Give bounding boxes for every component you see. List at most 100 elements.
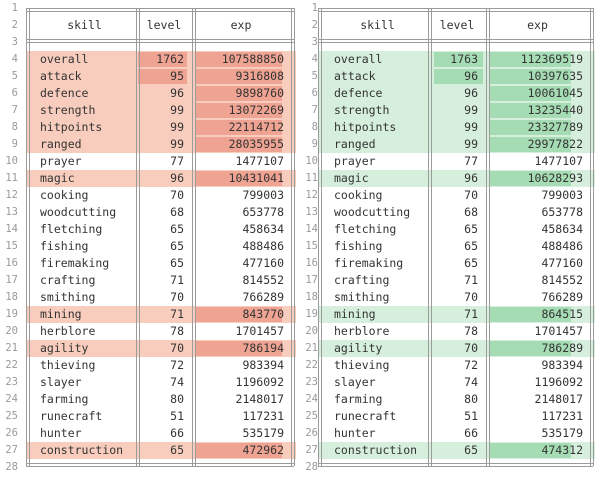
table-border — [139, 8, 140, 466]
line-number: 11 — [5, 172, 18, 184]
line-number: 2 — [311, 19, 318, 31]
skill-name: farming — [40, 392, 89, 406]
skill-exp: 766289 — [242, 290, 284, 304]
skill-name: mining — [40, 307, 82, 321]
table-border — [593, 8, 594, 466]
skill-exp: 22114712 — [228, 120, 284, 134]
editor-line: 16 firemaking 65 477160 — [0, 255, 296, 272]
line-number: 19 — [305, 308, 318, 320]
editor-line: 10 prayer 77 1477107 — [300, 153, 595, 170]
line-number: 22 — [5, 359, 18, 371]
skill-name: fishing — [334, 239, 383, 253]
skill-level: 65 — [170, 256, 184, 270]
line-number: 20 — [5, 325, 18, 337]
skill-level: 74 — [464, 375, 478, 389]
line-number: 9 — [311, 138, 318, 150]
line-number: 24 — [5, 393, 18, 405]
skill-level: 66 — [464, 426, 478, 440]
skill-level: 71 — [170, 273, 184, 287]
skill-exp: 1196092 — [534, 375, 583, 389]
changed-exp-highlight — [196, 86, 282, 101]
skill-level: 65 — [464, 443, 478, 457]
line-number: 21 — [305, 342, 318, 354]
skill-name: cooking — [40, 188, 89, 202]
editor-line: 27 construction 65 474312 — [300, 442, 595, 459]
line-number: 4 — [311, 53, 318, 65]
skill-level: 70 — [170, 341, 184, 355]
line-number: 28 — [5, 461, 18, 473]
skill-name: cooking — [334, 188, 383, 202]
editor-line: 5 attack 95 9316808 — [0, 68, 296, 85]
skill-name: ranged — [334, 137, 376, 151]
table-border — [26, 8, 294, 9]
skill-exp: 477160 — [541, 256, 583, 270]
skill-level: 96 — [170, 171, 184, 185]
skill-level: 80 — [170, 392, 184, 406]
changed-exp-highlight — [196, 52, 282, 67]
line-number: 16 — [5, 257, 18, 269]
skill-name: crafting — [40, 273, 96, 287]
skill-exp: 112369519 — [520, 52, 583, 66]
skill-level: 71 — [170, 307, 184, 321]
table-border — [195, 8, 196, 466]
editor-line: 16 firemaking 65 477160 — [300, 255, 595, 272]
skill-name: strength — [334, 103, 390, 117]
skill-level: 68 — [170, 205, 184, 219]
right-diff-pane[interactable]: 1 2 skill level exp 3 4 overall 1763 112369519 5 at… — [300, 0, 595, 477]
editor-line: 13 woodcutting 68 653778 — [300, 204, 595, 221]
skill-exp: 2148017 — [235, 392, 284, 406]
header-level: level — [439, 18, 475, 32]
line-number: 6 — [11, 87, 18, 99]
skill-exp: 117231 — [541, 409, 583, 423]
skill-level: 99 — [170, 137, 184, 151]
editor-line: 15 fishing 65 488486 — [300, 238, 595, 255]
changed-exp-highlight — [196, 69, 282, 84]
editor-line: 9 ranged 99 28035955 — [0, 136, 296, 153]
skill-exp: 766289 — [541, 290, 583, 304]
changed-exp-highlight — [490, 341, 571, 356]
skill-exp: 1701457 — [235, 324, 284, 338]
skill-exp: 653778 — [541, 205, 583, 219]
left-diff-pane[interactable]: 1 2 skill level exp 3 4 overall 1762 107588850 5 at… — [0, 0, 296, 477]
changed-level-highlight — [434, 52, 483, 67]
skill-exp: 535179 — [541, 426, 583, 440]
skill-exp: 107588850 — [221, 52, 284, 66]
header-skill: skill — [67, 18, 102, 32]
editor-line: 23 slayer 74 1196092 — [300, 374, 595, 391]
skill-name: magic — [334, 171, 369, 185]
line-number: 7 — [11, 104, 18, 116]
skill-exp: 488486 — [541, 239, 583, 253]
skill-exp: 9898760 — [235, 86, 284, 100]
editor-line: 10 prayer 77 1477107 — [0, 153, 296, 170]
skill-level: 65 — [170, 443, 184, 457]
skill-level: 96 — [170, 86, 184, 100]
editor-line: 4 overall 1763 112369519 — [300, 51, 595, 68]
table-border — [489, 8, 490, 466]
skill-level: 66 — [170, 426, 184, 440]
skill-level: 65 — [464, 222, 478, 236]
table-border — [318, 8, 319, 466]
editor-line: 6 defence 96 9898760 — [0, 85, 296, 102]
skill-name: herblore — [40, 324, 96, 338]
editor-line: 11 magic 96 10628293 — [300, 170, 595, 187]
line-number: 1 — [11, 2, 18, 14]
skill-level: 72 — [464, 358, 478, 372]
editor-line: 1 — [0, 0, 296, 17]
line-number: 26 — [5, 427, 18, 439]
skill-name: hitpoints — [40, 120, 103, 134]
line-number: 5 — [311, 70, 318, 82]
skill-level: 77 — [464, 154, 478, 168]
skill-level: 96 — [464, 171, 478, 185]
line-number: 3 — [311, 36, 318, 48]
changed-exp-highlight — [490, 52, 571, 67]
editor-line: 25 runecraft 51 117231 — [0, 408, 296, 425]
skill-exp: 23327789 — [527, 120, 583, 134]
editor-line: 11 magic 96 10431041 — [0, 170, 296, 187]
editor-line: 22 thieving 72 983394 — [0, 357, 296, 374]
line-number: 21 — [5, 342, 18, 354]
skill-exp: 13072269 — [228, 103, 284, 117]
skill-exp: 864515 — [541, 307, 583, 321]
line-number: 3 — [11, 36, 18, 48]
line-number: 14 — [5, 223, 18, 235]
